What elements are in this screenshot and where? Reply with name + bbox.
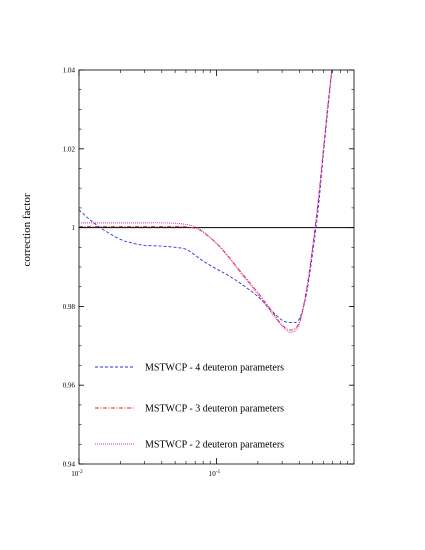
series-line-2: [79, 70, 333, 331]
y-tick-label: 0.98: [63, 303, 76, 311]
y-tick-label: 1: [72, 224, 76, 232]
y-tick-label: 1.04: [63, 67, 76, 75]
y-tick-label: 1.02: [63, 145, 76, 153]
y-axis-title: correction factor: [21, 193, 33, 266]
axis-ticks: 0.94 0.96 0.98 1 1.02 1.04 10-2 10-1: [63, 67, 354, 478]
x-tick-label: 10-2: [71, 469, 83, 478]
y-tick-label: 0.94: [63, 461, 76, 469]
series-group: [79, 70, 333, 333]
series-line-3: [79, 70, 333, 333]
legend-label-3: MSTWCP - 2 deuteron parameters: [145, 440, 284, 451]
x-tick-label: 10-1: [209, 469, 221, 478]
series-line-1: [79, 70, 333, 324]
y-tick-label: 0.96: [63, 382, 76, 390]
legend-label-2: MSTWCP - 3 deuteron parameters: [145, 404, 284, 415]
legend-label-1: MSTWCP - 4 deuteron parameters: [145, 363, 284, 374]
legend: MSTWCP - 4 deuteron parameters MSTWCP - 3…: [95, 363, 284, 451]
